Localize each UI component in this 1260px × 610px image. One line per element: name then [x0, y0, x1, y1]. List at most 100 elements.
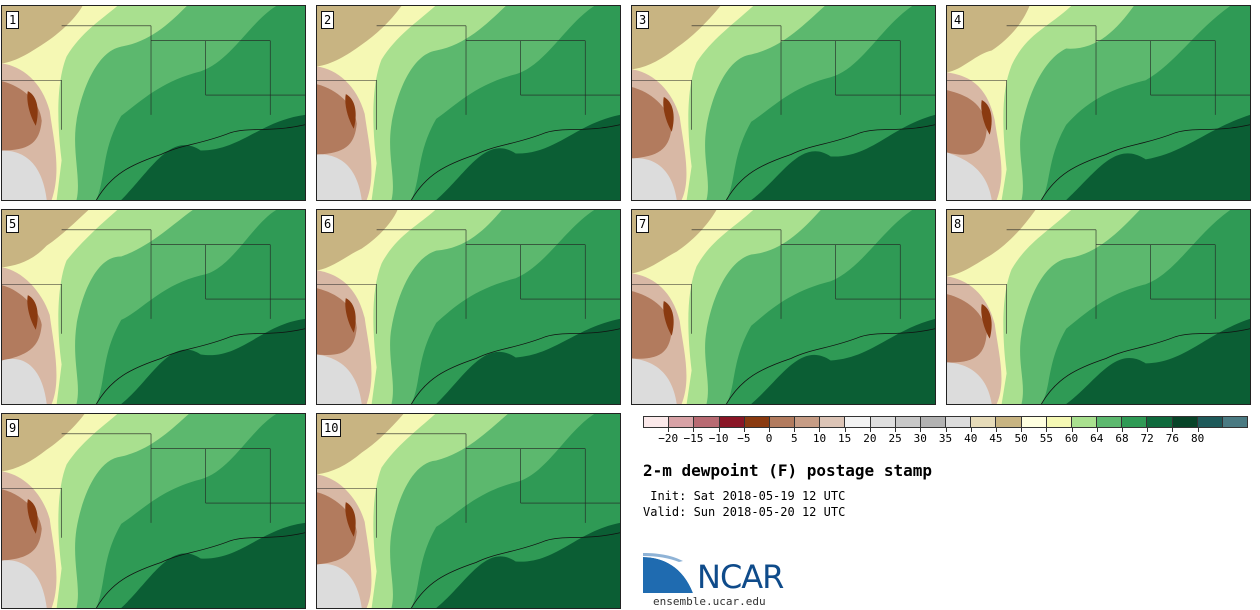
- colorbar-tick-label: 5: [790, 432, 798, 445]
- dewpoint-5-10-region: [632, 291, 672, 359]
- dewpoint-map: [2, 6, 305, 200]
- colorbar-tick: [743, 428, 745, 432]
- colorbar-tick: [718, 428, 720, 432]
- colorbar-tick-label: 60: [1064, 432, 1079, 445]
- plot-title: 2-m dewpoint (F) postage stamp: [643, 461, 932, 480]
- colorbar-swatch: [1071, 417, 1098, 427]
- dewpoint-5-10-region: [947, 294, 987, 363]
- colorbar-tick-label: −5: [737, 432, 751, 445]
- stamp-panel[interactable]: 1: [1, 5, 306, 201]
- dewpoint-30-35-region: [632, 158, 677, 200]
- colorbar-swatch: [644, 417, 670, 427]
- dewpoint-0-5-region: [27, 91, 38, 126]
- colorbar-tick-label: −10: [708, 432, 729, 445]
- dewpoint-30-35-region: [947, 362, 992, 404]
- dewpoint-45-50-region: [317, 6, 402, 67]
- dewpoint-30-35-region: [317, 563, 362, 608]
- dewpoint-map: [2, 414, 305, 608]
- stamp-number: 5: [6, 215, 20, 233]
- dewpoint-map: [632, 210, 935, 404]
- state-borders: [2, 25, 305, 130]
- dewpoint-45-50-region: [947, 210, 1036, 277]
- colorbar-swatch: [1172, 417, 1198, 427]
- stamp-panel[interactable]: 5: [1, 209, 306, 405]
- colorbar-tick: [693, 428, 695, 432]
- colorbar-tick: [869, 428, 871, 432]
- colorbar-tick: [1121, 428, 1123, 432]
- colorbar-tick: [1071, 428, 1073, 432]
- colorbar-tick: [819, 428, 821, 432]
- colorbar-tick-label: 25: [888, 432, 902, 445]
- dewpoint-0-5-region: [981, 100, 992, 135]
- dewpoint-map: [947, 210, 1250, 404]
- state-borders: [947, 229, 1250, 334]
- colorbar-swatch: [1147, 417, 1173, 427]
- coastline: [411, 532, 620, 608]
- stamp-panel[interactable]: 10: [316, 413, 621, 609]
- dewpoint-0-5-region: [345, 94, 356, 129]
- dewpoint-map: [317, 210, 620, 404]
- colorbar-swatch: [694, 417, 720, 427]
- colorbar-swatch: [719, 417, 745, 427]
- dewpoint-5-10-region: [947, 90, 987, 155]
- logo-url[interactable]: ensemble.ucar.edu: [653, 595, 766, 608]
- ncar-logo-icon: [643, 553, 697, 593]
- stamp-panel[interactable]: 3: [631, 5, 936, 201]
- coastline: [411, 328, 620, 404]
- state-borders: [632, 25, 935, 130]
- stamp-panel[interactable]: 2: [316, 5, 621, 201]
- stamp-number: 4: [951, 11, 965, 29]
- dewpoint-map: [317, 6, 620, 200]
- stamp-number: 2: [321, 11, 335, 29]
- dewpoint-45-50-region: [2, 6, 83, 64]
- colorbar-tick: [995, 428, 997, 432]
- stamp-number: 9: [6, 419, 20, 437]
- colorbar-tick: [794, 428, 796, 432]
- dewpoint-30-35-region: [317, 154, 362, 200]
- colorbar-tick: [769, 428, 771, 432]
- state-borders: [632, 229, 935, 334]
- colorbar-tick-label: 64: [1090, 432, 1104, 445]
- stamp-panel[interactable]: 4: [946, 5, 1251, 201]
- dewpoint-map: [317, 414, 620, 608]
- colorbar-tick: [1096, 428, 1098, 432]
- dewpoint-30-35-region: [2, 150, 47, 200]
- colorbar-tick-label: 30: [913, 432, 927, 445]
- state-borders: [947, 25, 1250, 130]
- colorbar-tick-label: −15: [683, 432, 704, 445]
- colorbar-tick-label: 55: [1039, 432, 1053, 445]
- stamp-panel[interactable]: 8: [946, 209, 1251, 405]
- dewpoint-0-5-region: [981, 304, 992, 339]
- colorbar-tick: [1046, 428, 1048, 432]
- colorbar-tick-label: 10: [812, 432, 827, 445]
- colorbar-tick-label: 72: [1140, 432, 1154, 445]
- stamp-number: 1: [6, 11, 20, 29]
- stamp-number: 8: [951, 215, 965, 233]
- stamp-panel[interactable]: 9: [1, 413, 306, 609]
- colorbar-swatch: [1046, 417, 1072, 427]
- colorbar-tick: [945, 428, 947, 432]
- dewpoint-0-5-region: [663, 97, 674, 132]
- dewpoint-45-50-region: [2, 210, 89, 268]
- state-borders: [2, 229, 305, 334]
- stamp-panel[interactable]: 7: [631, 209, 936, 405]
- dewpoint-45-50-region: [2, 414, 85, 472]
- colorbar-tick: [970, 428, 972, 432]
- dewpoint-45-50-region: [317, 210, 398, 271]
- colorbar-tick: [1021, 428, 1023, 432]
- stamp-number: 7: [636, 215, 650, 233]
- colorbar-tick-label: 15: [838, 432, 852, 445]
- colorbar-tick-label: 0: [765, 432, 773, 445]
- dewpoint-0-5-region: [345, 298, 356, 333]
- colorbar-swatch: [1222, 417, 1248, 427]
- colorbar-tick-label: 40: [964, 432, 978, 445]
- dewpoint-30-35-region: [2, 560, 47, 608]
- colorbar-tick-marks: [643, 428, 1248, 432]
- state-borders: [2, 433, 305, 538]
- colorbar-tick: [1197, 428, 1199, 432]
- coastline: [726, 328, 935, 404]
- stamp-number: 6: [321, 215, 335, 233]
- colorbar-swatch: [845, 417, 871, 427]
- colorbar-swatch: [744, 417, 770, 427]
- stamp-panel[interactable]: 6: [316, 209, 621, 405]
